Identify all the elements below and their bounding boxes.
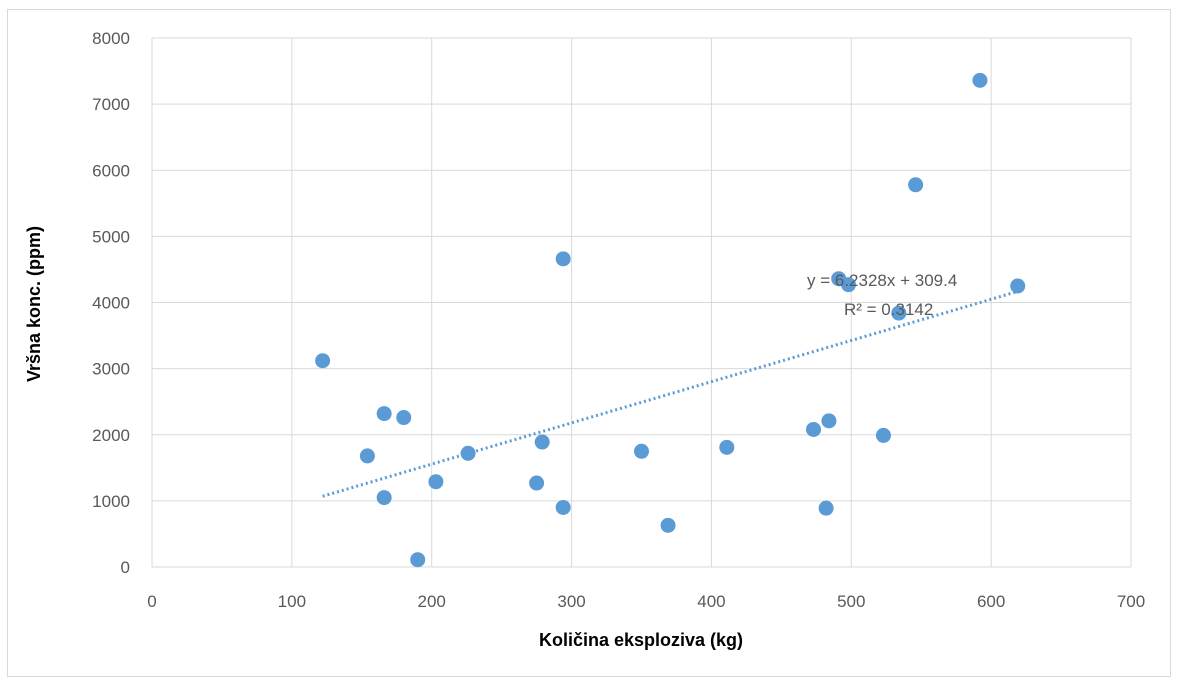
data-point bbox=[460, 445, 476, 461]
x-axis-title: Količina eksploziva (kg) bbox=[539, 630, 743, 650]
x-tick-label: 700 bbox=[1117, 592, 1145, 611]
y-tick-label: 6000 bbox=[92, 161, 130, 180]
y-tick-label: 4000 bbox=[92, 294, 130, 313]
data-point bbox=[840, 277, 856, 293]
data-point bbox=[396, 410, 412, 426]
data-points bbox=[315, 72, 1026, 568]
y-tick-labels: 0 1000 2000 3000 4000 5000 6000 7000 8000 bbox=[92, 29, 130, 577]
y-tick-label: 0 bbox=[121, 558, 130, 577]
data-point bbox=[634, 443, 649, 459]
data-point bbox=[908, 177, 924, 193]
trendline-group bbox=[322, 289, 1019, 498]
trendline-r-squared: R² = 0.3142 bbox=[844, 300, 933, 319]
chart-frame bbox=[7, 9, 1171, 677]
data-point bbox=[891, 305, 907, 321]
data-point bbox=[534, 434, 550, 450]
data-point bbox=[410, 552, 426, 568]
data-point bbox=[818, 500, 834, 516]
data-point bbox=[359, 448, 375, 464]
data-point bbox=[1010, 278, 1026, 294]
data-point bbox=[806, 421, 822, 437]
data-point bbox=[660, 517, 676, 533]
y-tick-label: 3000 bbox=[92, 360, 130, 379]
x-tick-label: 300 bbox=[557, 592, 585, 611]
data-point bbox=[376, 490, 392, 506]
x-tick-label: 100 bbox=[278, 592, 306, 611]
trendline-equation: y = 6.2328x + 309.4 bbox=[807, 271, 957, 290]
x-tick-label: 600 bbox=[977, 592, 1005, 611]
data-point bbox=[428, 474, 444, 490]
x-tick-label: 0 bbox=[147, 592, 156, 611]
y-axis-title: Vršna konc. (ppm) bbox=[24, 226, 44, 382]
trendline bbox=[322, 289, 1019, 498]
data-point bbox=[555, 251, 571, 267]
data-point bbox=[529, 475, 545, 491]
y-tick-label: 1000 bbox=[92, 492, 130, 511]
data-point bbox=[315, 353, 331, 369]
data-point bbox=[821, 413, 837, 429]
y-tick-label: 8000 bbox=[92, 29, 130, 48]
gridlines bbox=[151, 37, 1132, 568]
x-tick-label: 400 bbox=[697, 592, 725, 611]
y-tick-label: 7000 bbox=[92, 95, 130, 114]
data-point bbox=[875, 427, 891, 443]
data-point bbox=[719, 439, 735, 455]
data-point bbox=[555, 499, 571, 515]
x-tick-label: 500 bbox=[837, 592, 865, 611]
x-tick-label: 200 bbox=[418, 592, 446, 611]
data-point bbox=[972, 72, 988, 88]
x-tick-labels: 0 100 200 300 400 500 600 700 bbox=[147, 592, 1145, 611]
data-point bbox=[376, 406, 392, 422]
y-tick-label: 5000 bbox=[92, 227, 130, 246]
y-tick-label: 2000 bbox=[92, 426, 130, 445]
